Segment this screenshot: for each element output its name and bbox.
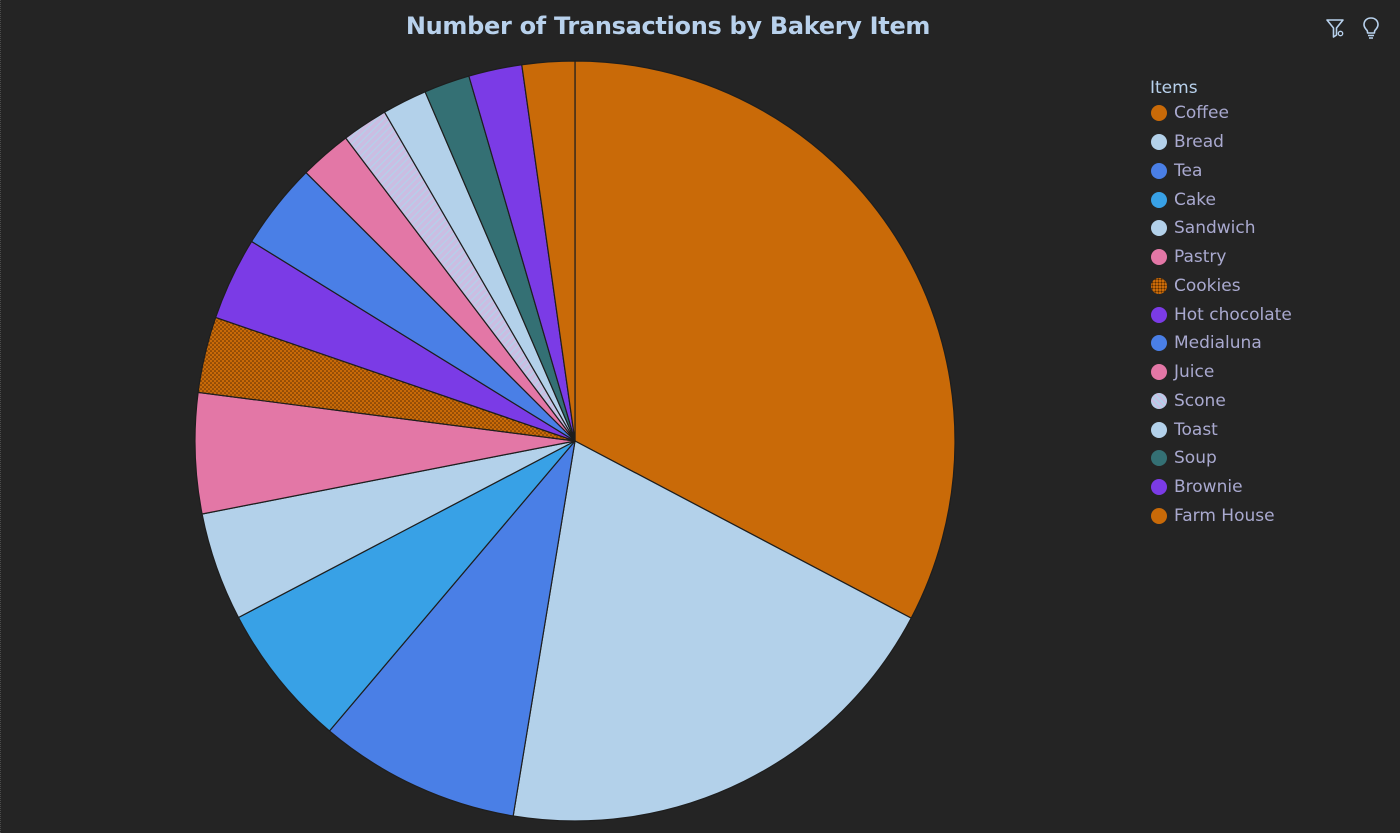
- legend-label: Medialuna: [1174, 333, 1262, 354]
- legend-item-scone[interactable]: Scone: [1150, 387, 1292, 416]
- legend-swatch: [1151, 134, 1167, 151]
- chart-title: Number of Transactions by Bakery Item: [405, 12, 931, 40]
- pie-slice-cake[interactable]: [237, 440, 576, 732]
- legend-swatch: [1151, 220, 1167, 237]
- legend-item-farm-house[interactable]: Farm House: [1150, 502, 1292, 531]
- legend-swatch: [1151, 392, 1167, 409]
- legend-label: Brownie: [1174, 477, 1243, 498]
- legend-label: Sandwich: [1174, 218, 1256, 239]
- legend-item-hot-chocolate[interactable]: Hot chocolate: [1150, 300, 1292, 329]
- legend-label: Hot chocolate: [1174, 304, 1292, 325]
- pie-slice-farm-house[interactable]: [521, 60, 576, 442]
- legend-label: Farm House: [1174, 505, 1275, 526]
- legend-swatch: [1151, 335, 1167, 352]
- legend-item-tea[interactable]: Tea: [1150, 157, 1292, 186]
- legend-swatch: [1151, 421, 1167, 438]
- legend-item-juice[interactable]: Juice: [1150, 358, 1292, 387]
- legend-item-toast[interactable]: Toast: [1150, 415, 1292, 444]
- legend-label: Coffee: [1174, 103, 1229, 124]
- legend-swatch: [1151, 364, 1167, 381]
- legend-item-medialuna[interactable]: Medialuna: [1150, 329, 1292, 358]
- legend-item-brownie[interactable]: Brownie: [1150, 473, 1292, 502]
- legend-label: Juice: [1174, 362, 1215, 383]
- legend-title: Items: [1150, 78, 1198, 98]
- legend-label: Cake: [1174, 189, 1216, 210]
- legend-label: Bread: [1174, 132, 1224, 153]
- pie-slice-tea[interactable]: [328, 440, 576, 817]
- legend-item-soup[interactable]: Soup: [1150, 444, 1292, 473]
- legend-label: Scone: [1174, 390, 1226, 411]
- pie-slice-bread[interactable]: [512, 440, 912, 822]
- legend-item-sandwich[interactable]: Sandwich: [1150, 214, 1292, 243]
- legend-label: Tea: [1174, 160, 1203, 181]
- legend-item-coffee[interactable]: Coffee: [1150, 99, 1292, 128]
- filter-icon[interactable]: [1324, 16, 1346, 40]
- pie-slice-coffee[interactable]: [574, 60, 956, 619]
- legend-swatch: [1151, 249, 1167, 266]
- legend-swatch: [1151, 450, 1167, 467]
- chart-toolbar: [1324, 16, 1382, 40]
- legend-swatch: [1151, 479, 1167, 496]
- legend-label: Pastry: [1174, 247, 1227, 268]
- lightbulb-icon[interactable]: [1360, 16, 1382, 40]
- legend-swatch: [1151, 306, 1167, 323]
- legend-swatch: [1151, 277, 1167, 294]
- legend-item-cookies[interactable]: Cookies: [1150, 272, 1292, 301]
- legend-item-cake[interactable]: Cake: [1150, 185, 1292, 214]
- legend-label: Soup: [1174, 448, 1217, 469]
- legend-label: Cookies: [1174, 275, 1241, 296]
- left-edge-divider: [0, 0, 2, 833]
- legend-item-bread[interactable]: Bread: [1150, 128, 1292, 157]
- legend-swatch: [1151, 162, 1167, 179]
- legend-swatch: [1151, 191, 1167, 208]
- legend-item-pastry[interactable]: Pastry: [1150, 243, 1292, 272]
- legend-label: Toast: [1174, 419, 1218, 440]
- legend-swatch: [1151, 105, 1167, 122]
- legend-swatch: [1151, 507, 1167, 524]
- legend: Items Coffee Bread Tea Cake Sandwich Pastry Co…: [1150, 77, 1292, 530]
